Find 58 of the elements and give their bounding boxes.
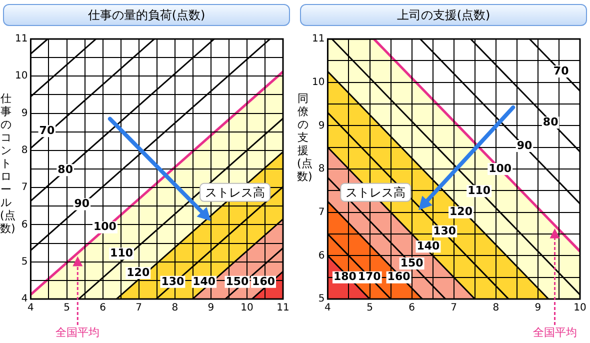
annotation: 70	[553, 64, 570, 78]
annotation: 180	[333, 270, 357, 284]
annotation: ストレス高	[346, 186, 406, 200]
annotation: 90	[516, 138, 532, 152]
text: 全国平均	[56, 326, 100, 339]
annotation: 130	[433, 224, 456, 238]
annotation: 100	[488, 162, 512, 175]
annotation: 120	[126, 266, 150, 279]
annotation: 110	[468, 184, 491, 197]
y-tick-label: 11	[312, 34, 325, 45]
annotation: 120	[450, 205, 473, 218]
annotation: 160	[387, 270, 411, 284]
x-tick-label: 8	[172, 302, 178, 314]
x-tick-label: 5	[366, 302, 373, 314]
x-tick-label: 6	[100, 302, 106, 314]
x-tick-label: 8	[492, 302, 500, 314]
annotation: 80	[58, 162, 74, 176]
text: 全国平均	[532, 326, 577, 339]
chart-title: 上司の支援(点数)	[300, 4, 587, 26]
annotation: 150	[226, 274, 250, 288]
x-tick-label: 10	[240, 302, 254, 314]
y-tick-label: 8	[318, 164, 325, 175]
y-tick-label: 9	[318, 120, 325, 132]
annotation: ストレス高	[205, 186, 266, 200]
x-tick-label: 6	[408, 302, 416, 314]
annotation: 80	[542, 115, 559, 128]
annotation: 140	[192, 274, 216, 288]
y-tick-label: 7	[318, 206, 325, 218]
y-tick-label: 10	[312, 76, 325, 88]
annotation: 160	[252, 274, 276, 288]
y-tick-label: 7	[21, 182, 28, 194]
y-tick-label: 11	[14, 34, 28, 45]
y-tick-label: 5	[21, 256, 28, 268]
annotation: 100	[93, 220, 117, 234]
y-tick-label: 4	[21, 294, 28, 305]
x-tick-label: 9	[534, 302, 542, 314]
annotation: 150	[400, 256, 424, 270]
y-tick-label: 6	[21, 219, 28, 230]
y-tick-label: 5	[318, 294, 325, 305]
x-tick-label: 9	[208, 302, 214, 314]
annotation: 130	[161, 274, 185, 288]
x-tick-label: 10	[574, 302, 586, 314]
annotation: 90	[74, 197, 90, 210]
annotation: 110	[110, 246, 134, 260]
x-tick-label: 11	[276, 302, 290, 314]
y-tick-label: 10	[14, 70, 28, 82]
y-tick-label: 9	[21, 108, 28, 119]
annotation: 170	[358, 270, 382, 284]
x-tick-label: 7	[450, 302, 458, 314]
y-tick-label: 8	[21, 145, 28, 156]
x-tick-label: 7	[136, 302, 142, 314]
y-axis-title: 同僚の支援(点数)	[297, 92, 312, 183]
annotation: 70	[39, 124, 55, 137]
chart-title: 仕事の量的負荷(点数)	[3, 4, 290, 26]
annotation: 140	[416, 239, 440, 252]
y-tick-label: 6	[318, 250, 325, 262]
text: 仕事のコントロール(点数)	[0, 92, 16, 235]
x-tick-label: 5	[64, 302, 70, 314]
